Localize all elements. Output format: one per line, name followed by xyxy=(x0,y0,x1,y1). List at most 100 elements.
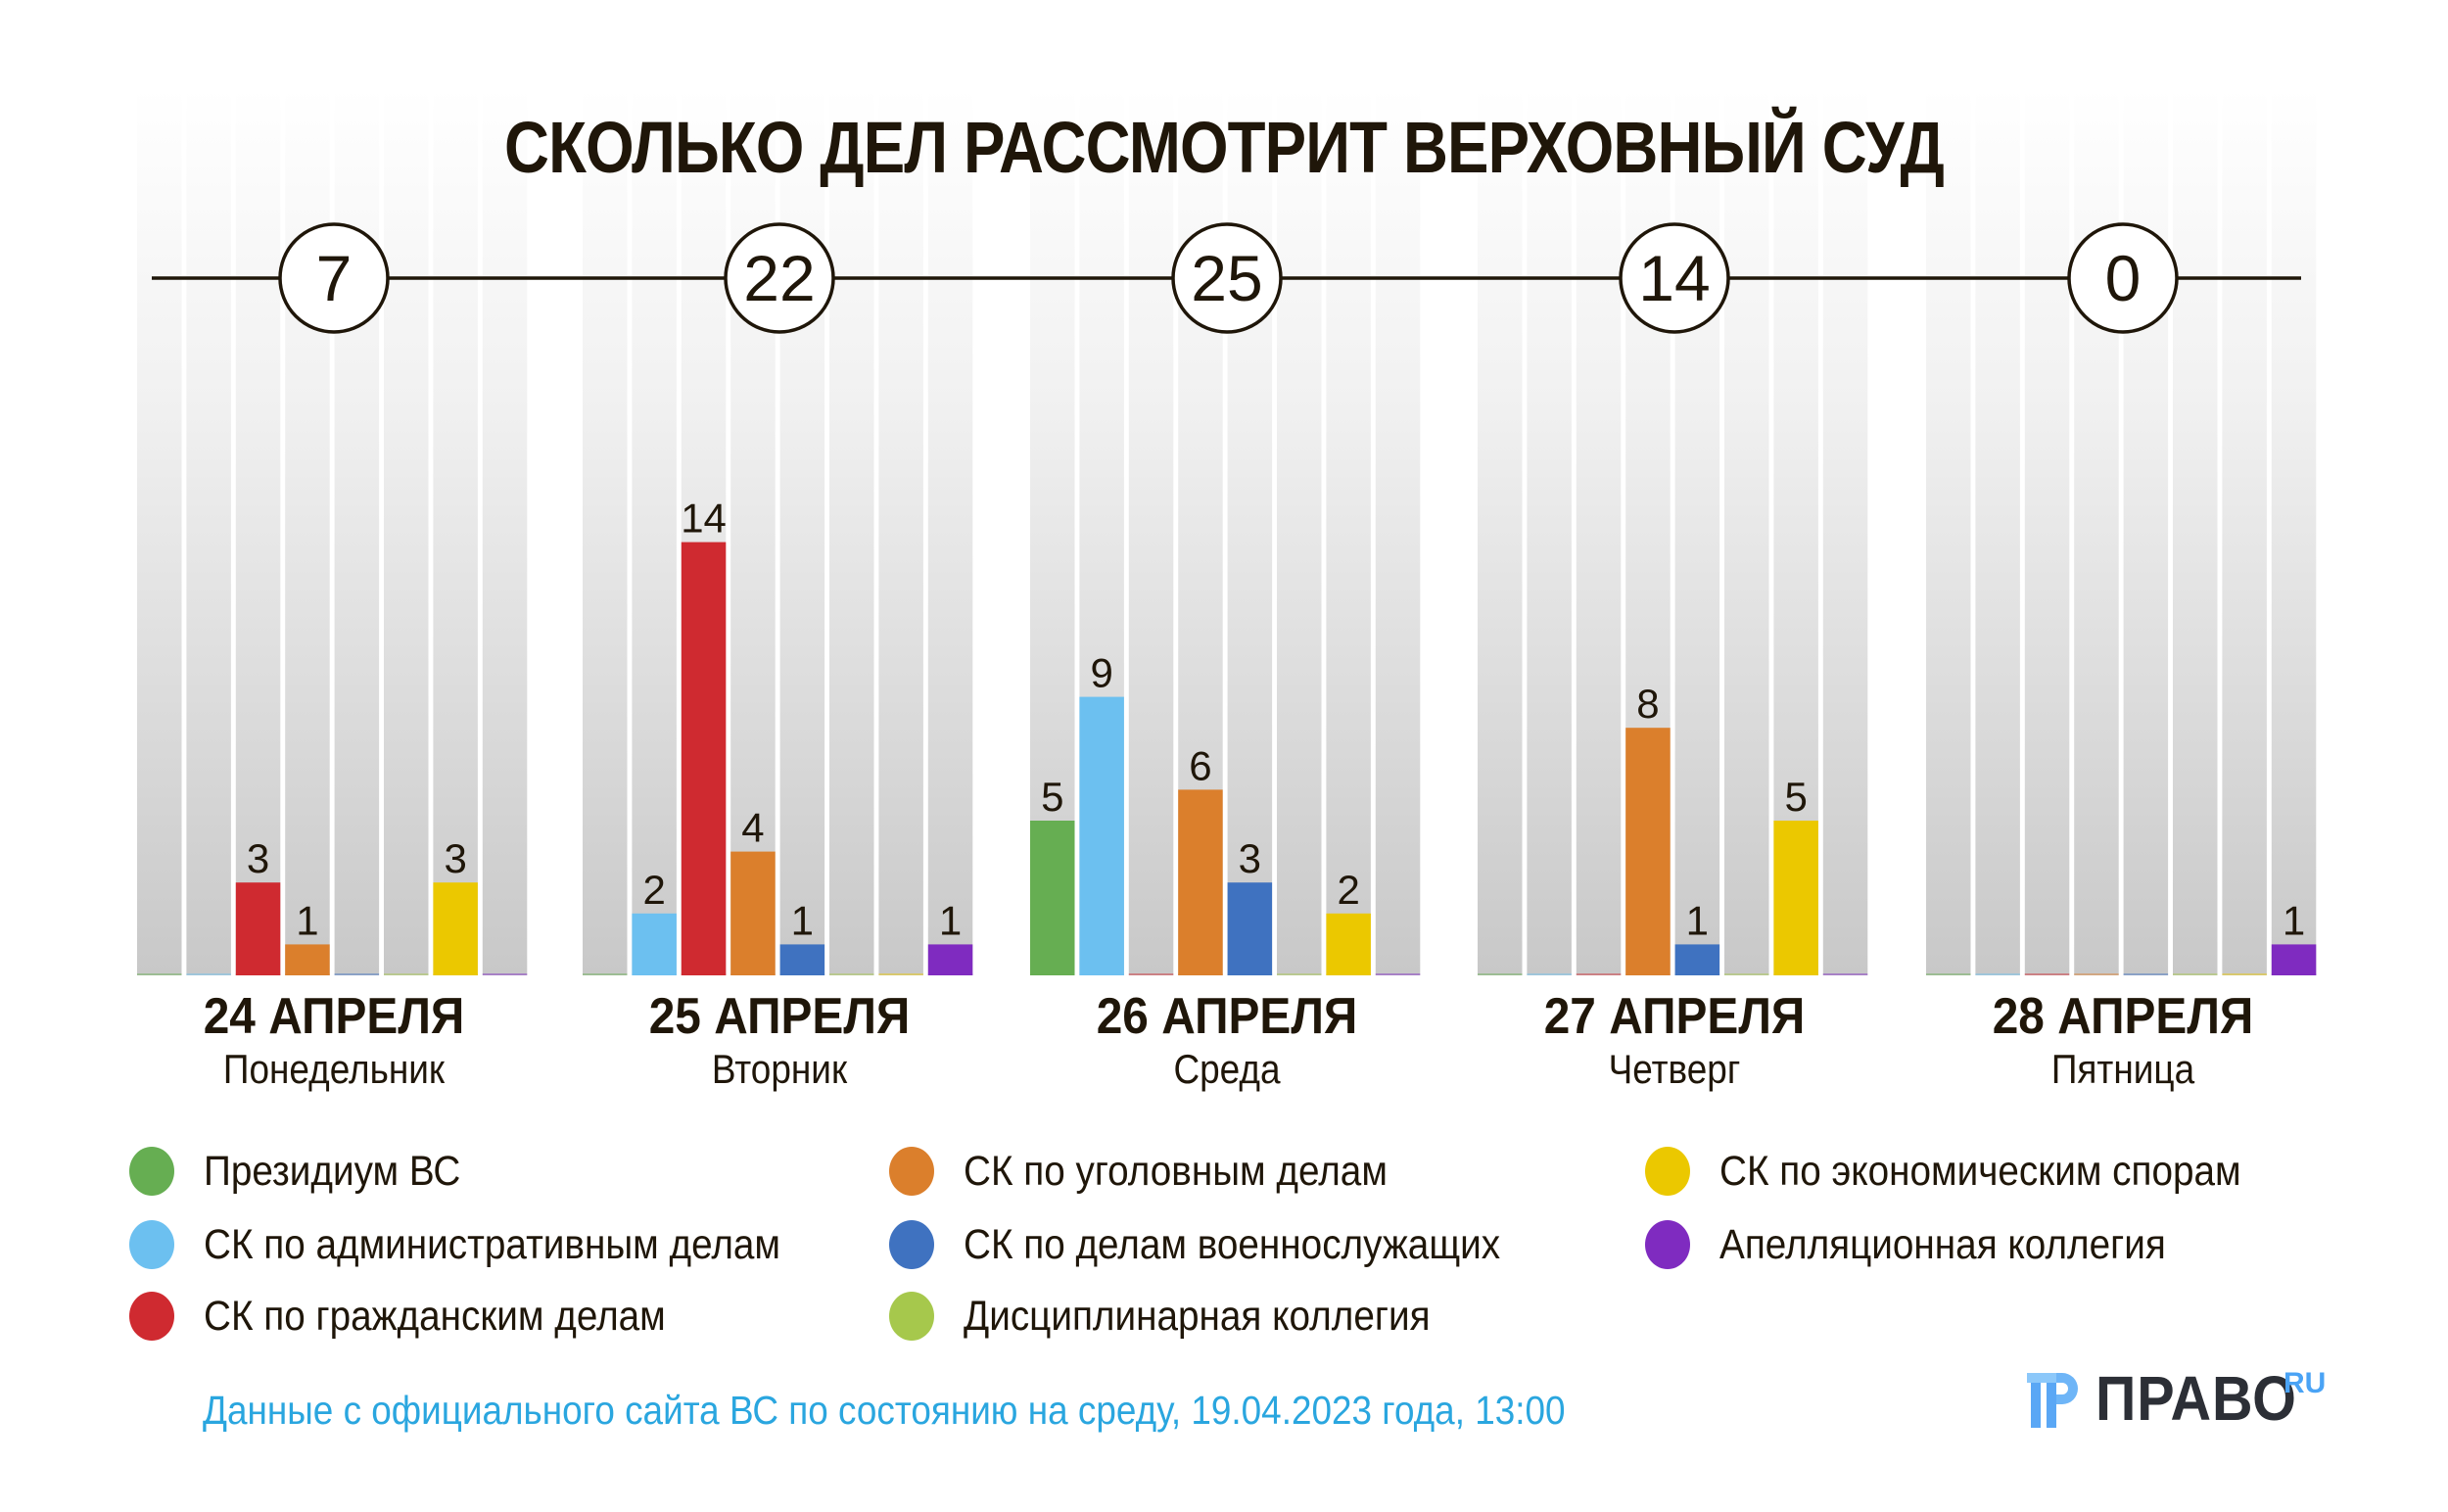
day-date-label: 27 АПРЕЛЯ xyxy=(1543,988,1806,1045)
background-column xyxy=(285,88,330,975)
legend-color-dot-icon xyxy=(889,1220,934,1269)
background-column xyxy=(137,88,182,975)
day-weekday-label: Среда xyxy=(1173,1046,1281,1092)
column-baseline xyxy=(2123,973,2169,975)
background-column xyxy=(1724,88,1769,975)
background-column xyxy=(186,88,231,975)
column-baseline xyxy=(1375,973,1421,975)
legend-label: СК по гражданским делам xyxy=(204,1292,666,1340)
bar-value-label: 3 xyxy=(1239,835,1261,881)
background-column xyxy=(1478,88,1523,975)
background-column xyxy=(583,88,628,975)
pravo-ru-logo-icon xyxy=(2027,1373,2078,1428)
background-column xyxy=(1277,88,1322,975)
chart-title: СКОЛЬКО ДЕЛ РАССМОТРИТ ВЕРХОВНЫЙ СУД xyxy=(504,107,1945,188)
bar xyxy=(779,944,825,975)
legend-color-dot-icon xyxy=(889,1147,934,1196)
legend-item: СК по административным делам xyxy=(129,1220,845,1269)
legend-item: Президиум ВС xyxy=(129,1147,489,1196)
legend-item: СК по гражданским делам xyxy=(129,1292,717,1341)
column-baseline xyxy=(1277,973,1322,975)
column-baseline xyxy=(1822,973,1868,975)
column-baseline xyxy=(482,973,528,975)
legend-label: СК по административным делам xyxy=(204,1220,781,1268)
background-column xyxy=(779,88,825,975)
column-baseline xyxy=(2074,973,2119,975)
column-baseline xyxy=(583,973,628,975)
legend-item: СК по делам военнослужащих xyxy=(889,1220,1560,1269)
timeline: 7 22 25 14 0 xyxy=(152,222,2301,334)
bar-value-label: 3 xyxy=(444,835,466,881)
bar-value-label: 8 xyxy=(1636,681,1659,727)
day-total-label: 7 xyxy=(316,242,353,314)
day-weekday-label: Понедельник xyxy=(222,1046,446,1092)
bar xyxy=(433,882,478,975)
background-column xyxy=(878,88,923,975)
column-baseline xyxy=(1527,973,1572,975)
day-date-label: 28 АПРЕЛЯ xyxy=(1992,988,2254,1045)
day-weekday-label: Четверг xyxy=(1608,1046,1741,1092)
bar-value-label: 3 xyxy=(247,835,269,881)
background-column xyxy=(384,88,429,975)
bar-value-label: 2 xyxy=(1337,867,1359,913)
background-column xyxy=(1674,88,1720,975)
legend-item: СК по экономическим спорам xyxy=(1645,1147,2299,1196)
day-weekday-label: Пятница xyxy=(2050,1046,2195,1092)
legend-item: СК по уголовным делам xyxy=(889,1147,1435,1196)
bar xyxy=(1625,728,1671,975)
day-date-label: 26 АПРЕЛЯ xyxy=(1096,988,1358,1045)
background-column xyxy=(2024,88,2070,975)
legend-label: СК по экономическим спорам xyxy=(1719,1147,2241,1195)
legend-item: Апелляционная коллегия xyxy=(1645,1220,2215,1269)
bar-value-label: 2 xyxy=(642,867,665,913)
legend-label: СК по делам военнослужащих xyxy=(964,1220,1501,1268)
column-baseline xyxy=(1576,973,1622,975)
day-total-label: 0 xyxy=(2105,242,2142,314)
column-baseline xyxy=(137,973,182,975)
legend-color-dot-icon xyxy=(1645,1220,1690,1269)
background-column xyxy=(1375,88,1421,975)
background-column xyxy=(334,88,380,975)
background-column xyxy=(2222,88,2267,975)
background-column xyxy=(235,88,281,975)
background-column xyxy=(433,88,478,975)
legend-label: СК по уголовным делам xyxy=(964,1147,1388,1195)
column-baseline xyxy=(1128,973,1174,975)
bar-value-label: 4 xyxy=(741,805,764,851)
background-column xyxy=(1975,88,2020,975)
bar-value-label: 1 xyxy=(2283,897,2305,943)
bar xyxy=(681,542,727,975)
legend-label: Апелляционная коллегия xyxy=(1719,1220,2166,1268)
column-baseline xyxy=(334,973,380,975)
column-baseline xyxy=(2222,973,2267,975)
legend-color-dot-icon xyxy=(129,1147,174,1196)
day-total-circle xyxy=(1171,222,1283,334)
bar xyxy=(235,882,281,975)
bar xyxy=(1674,944,1720,975)
footnote: Данные с официального сайта ВС по состоя… xyxy=(203,1388,1566,1433)
day-date-label: 24 АПРЕЛЯ xyxy=(203,988,465,1045)
background-column xyxy=(927,88,973,975)
column-baseline xyxy=(1478,973,1523,975)
bar-value-label: 1 xyxy=(791,897,814,943)
background-column xyxy=(1822,88,1868,975)
day-total-label: 14 xyxy=(1638,242,1710,314)
pravo-ru-logo[interactable]: ПРАВО RU xyxy=(2027,1367,2326,1430)
background-column xyxy=(632,88,677,975)
background-column xyxy=(1326,88,1371,975)
column-baseline xyxy=(1975,973,2020,975)
legend-item: Дисциплинарная коллегия xyxy=(889,1292,1483,1341)
background-column xyxy=(2173,88,2218,975)
legend-label: Дисциплинарная коллегия xyxy=(964,1292,1431,1340)
bar xyxy=(730,851,776,975)
bar xyxy=(927,944,973,975)
bar-value-label: 1 xyxy=(296,897,318,943)
background-column xyxy=(2271,88,2317,975)
column-baseline xyxy=(878,973,923,975)
background-column xyxy=(1926,88,1971,975)
background-column xyxy=(2074,88,2119,975)
day-weekday-label: Вторник xyxy=(711,1046,848,1092)
background-column xyxy=(2123,88,2169,975)
